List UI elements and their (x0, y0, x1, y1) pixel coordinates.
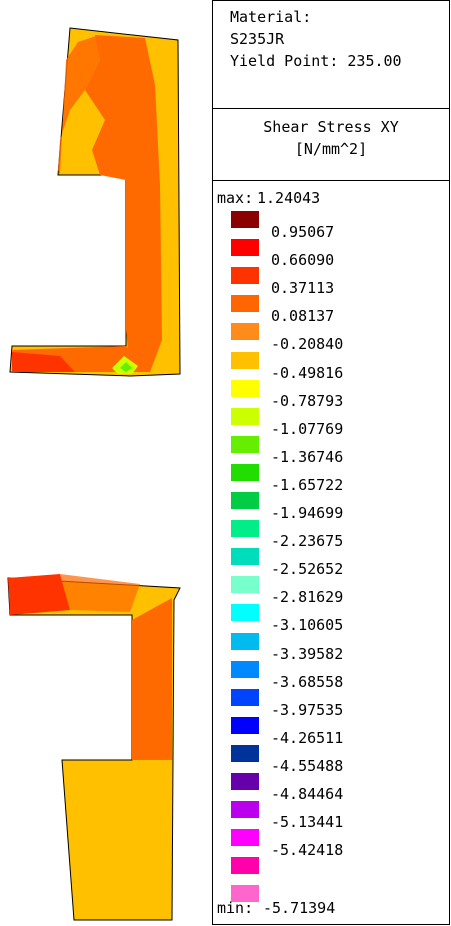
scale-value: -1.36746 (271, 447, 344, 466)
material-info: Material: S235JR Yield Point: 235.00 (213, 1, 449, 109)
scale-value: -1.94699 (271, 504, 344, 522)
lower-part-hot-zone (132, 598, 172, 760)
scale-swatch (231, 744, 259, 762)
result-quantity: Shear Stress XY [N/mm^2] (213, 109, 449, 181)
lower-part-flange-orange (60, 574, 140, 612)
lower-part-flange-red (8, 574, 70, 615)
min-value: -5.71394 (263, 899, 336, 917)
scale-swatch (231, 407, 259, 425)
scale-value: -3.39582 (271, 644, 344, 663)
scale-value: -3.97535 (271, 700, 344, 719)
min-label: min: (217, 899, 254, 917)
scale-swatch (231, 351, 259, 369)
scale-swatch (231, 632, 259, 650)
scale-swatch (231, 773, 259, 790)
scale-value: -1.07769 (271, 419, 344, 438)
scale-value: -0.49816 (271, 363, 344, 382)
scale-value: -3.10605 (271, 616, 344, 635)
upper-part (9, 27, 181, 377)
material-label: Material: (230, 8, 312, 26)
max-value: 1.24043 (257, 189, 321, 207)
scale-value: 0.66090 (271, 251, 335, 270)
scale-value: -1.65722 (271, 475, 344, 494)
scale-swatch (231, 435, 259, 453)
scale-value: -0.78793 (271, 391, 344, 410)
result-title: Shear Stress XY (263, 118, 399, 136)
result-unit: [N/mm^2] (294, 140, 368, 158)
scale-swatch (231, 379, 259, 397)
scale-swatch (231, 520, 259, 538)
scale-value: -5.13441 (271, 813, 344, 832)
scale-value: -0.20840 (271, 335, 344, 354)
scale-value: -4.55488 (271, 756, 344, 775)
scale-swatch (231, 295, 259, 313)
scale-value: -3.68558 (271, 672, 344, 691)
max-label: max: (217, 189, 254, 207)
fem-stress-plot (7, 27, 181, 921)
upper-part-flange-red (12, 352, 75, 372)
scale-swatch (231, 688, 259, 706)
scale-swatch (231, 801, 259, 819)
yield-point: Yield Point: 235.00 (230, 52, 402, 70)
lower-part (7, 574, 181, 921)
scale-swatch (231, 857, 259, 875)
scale-swatch (231, 239, 259, 257)
scale-swatch (231, 660, 259, 678)
scale-value: -2.52652 (271, 560, 344, 579)
scale-value: -2.81629 (271, 588, 344, 607)
legend-panel: Material: S235JR Yield Point: 235.00 She… (212, 0, 450, 925)
scale-swatch (231, 211, 259, 228)
scale-swatch (231, 548, 259, 566)
upper-part-left-band (58, 36, 100, 175)
color-scale: max: 1.24043 0.95067 0.66090 0.37113 0.0813… (213, 181, 449, 924)
material-name: S235JR (230, 30, 285, 48)
scale-swatch (231, 323, 259, 341)
scale-swatch (231, 716, 259, 734)
scale-swatch (231, 463, 259, 481)
scale-value: -4.26511 (271, 728, 344, 747)
scale-value: 0.08137 (271, 307, 335, 326)
scale-swatch (231, 576, 259, 594)
upper-part-hot-zone (85, 35, 162, 372)
scale-swatch (231, 492, 259, 509)
scale-swatch (231, 829, 259, 847)
scale-swatch (231, 885, 259, 903)
upper-part-green-core (120, 362, 132, 372)
scale-value: 0.95067 (271, 223, 335, 241)
scale-value: -2.23675 (271, 532, 344, 551)
scale-value: 0.37113 (271, 279, 335, 298)
scale-value: -4.84464 (271, 785, 344, 803)
scale-swatch (231, 604, 259, 622)
scale-value: -5.42418 (271, 841, 344, 860)
scale-swatch (231, 267, 259, 285)
